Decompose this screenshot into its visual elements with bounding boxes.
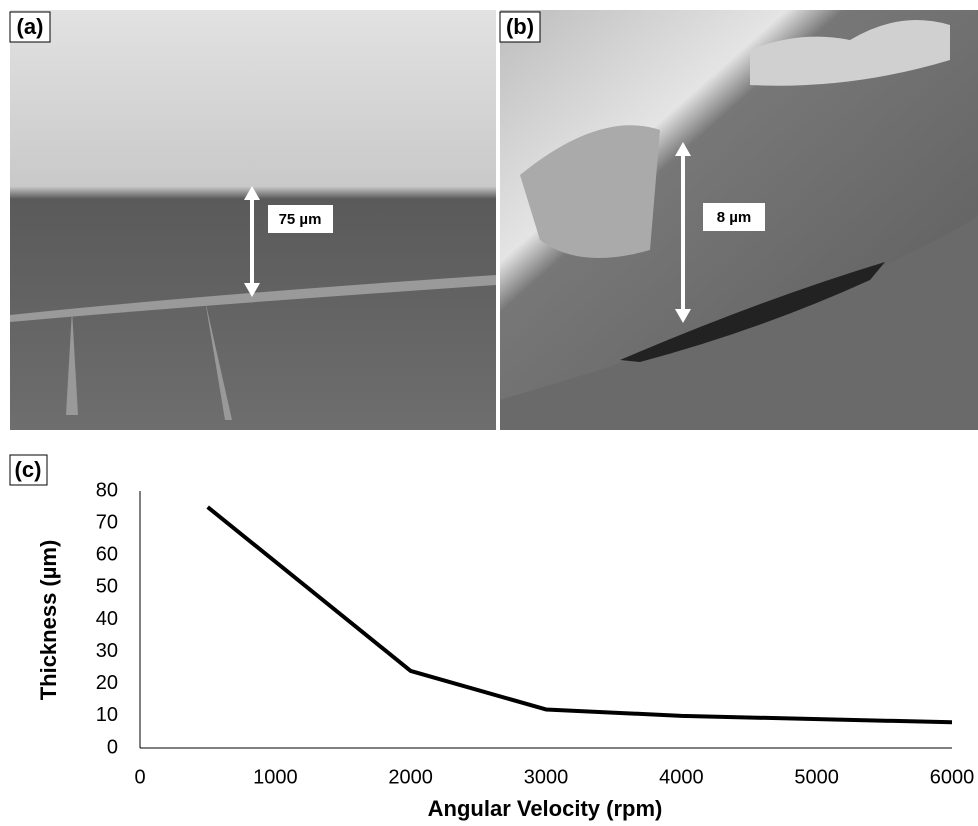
y-tick-label: 0 [107,736,118,758]
x-tick-label: 2000 [388,766,433,788]
data-line [206,505,953,725]
x-tick-label: 6000 [930,766,975,788]
x-axis-title: Angular Velocity (rpm) [428,796,663,821]
y-tick-label: 20 [96,672,118,694]
debris [750,20,950,86]
arrow-a [244,186,260,297]
x-tick-label: 1000 [253,766,298,788]
crack [620,262,885,362]
panel-label-box [9,11,51,43]
y-tick-label: 80 [96,479,118,501]
panel-label-box [499,11,541,43]
annotation: 75 µm [279,211,322,228]
y-tick-label: 60 [96,544,118,566]
panel-label: (a) [17,14,44,39]
panel-label: (b) [506,14,534,39]
annotation: 8 µm [717,209,752,226]
x-tick-label: 3000 [524,766,569,788]
y-tick-label: 50 [96,576,118,598]
arrow-b [675,142,691,323]
y-tick-label: 30 [96,640,118,662]
panel-label: (c) [15,457,42,482]
annotation-box [703,203,765,231]
panel-label-box [9,454,48,486]
y-tick-label: 40 [96,608,118,630]
x-tick-label: 0 [134,766,145,788]
layer-edge [10,275,496,322]
x-tick-label: 4000 [659,766,704,788]
debris [520,125,660,258]
annotation-box [268,205,333,233]
y-tick-label: 70 [96,511,118,533]
x-tick-label: 5000 [794,766,839,788]
y-tick-label: 10 [96,704,118,726]
y-axis-title: Thickness (µm) [36,540,61,701]
